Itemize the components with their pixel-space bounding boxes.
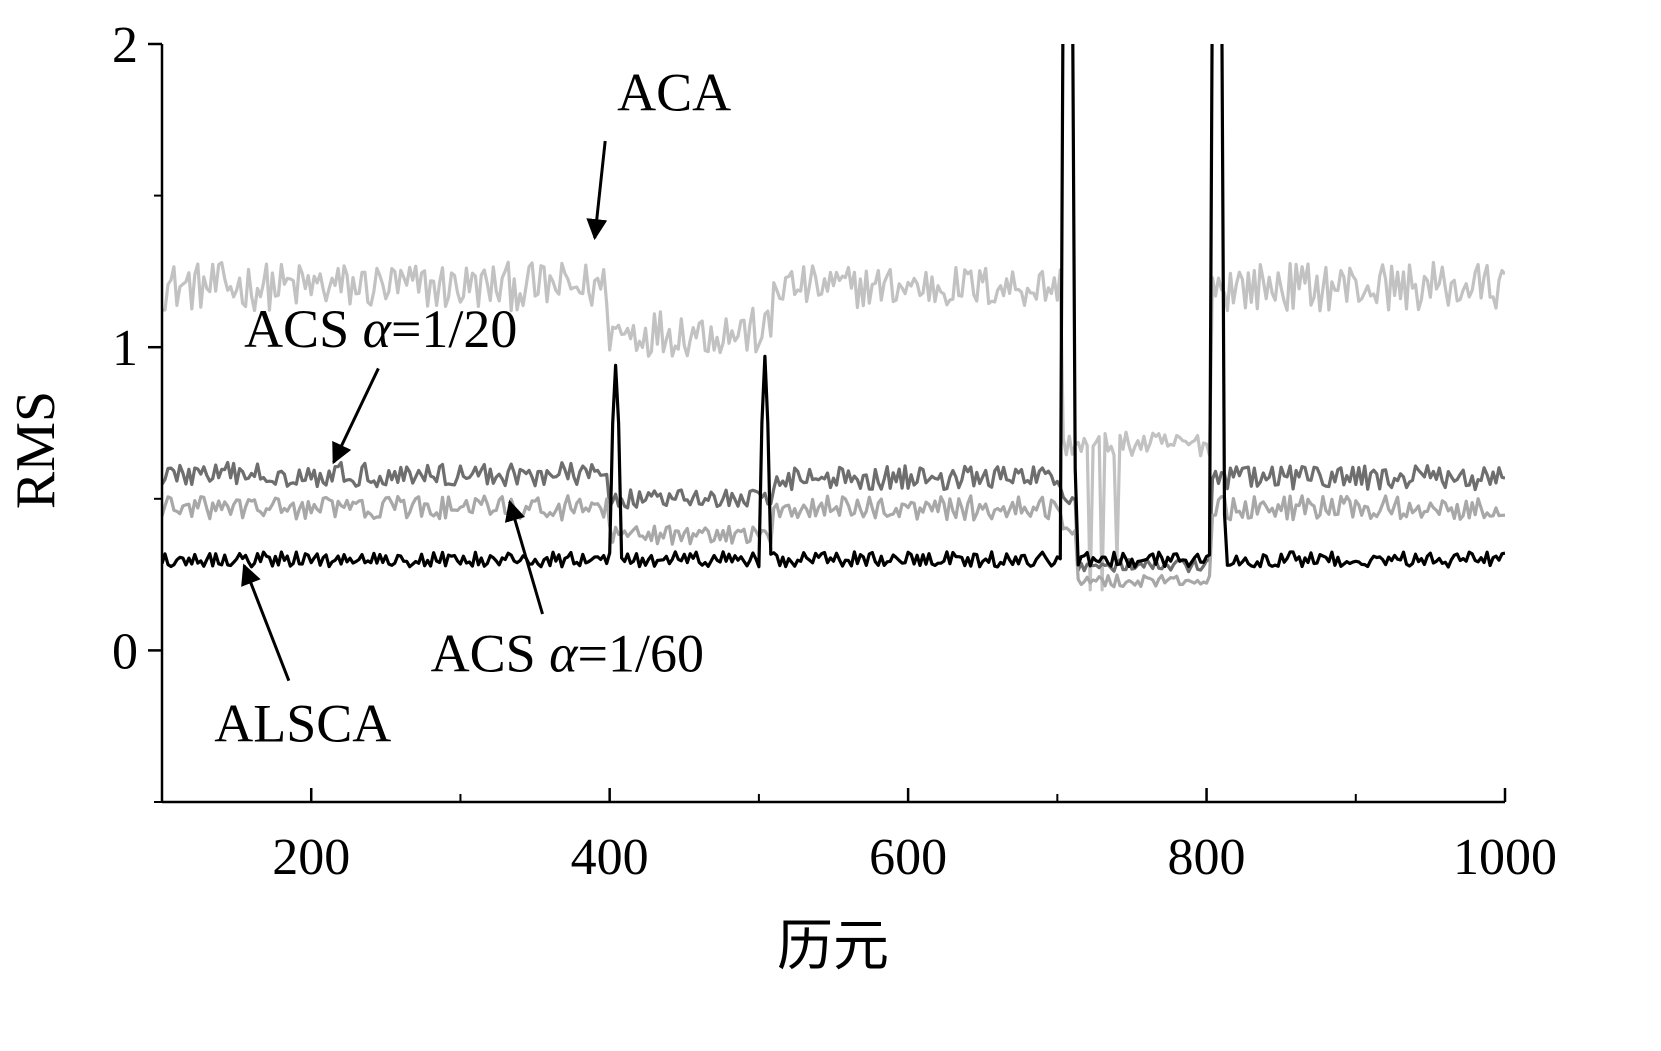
annotation-arrow-aca: [586, 140, 608, 241]
annotation-alsca: ALSCA: [214, 693, 391, 753]
y-tick-label: 1: [112, 320, 138, 377]
y-tick-label: 0: [112, 623, 138, 680]
x-axis-title: 历元: [777, 916, 889, 978]
x-tick-label: 600: [869, 829, 947, 886]
x-tick-label: 200: [272, 829, 350, 886]
annotation-arrow-acs_1_20: [332, 367, 380, 465]
series-line-alsca: [162, 44, 1505, 569]
series-line-acs_1_20: [162, 460, 1505, 574]
x-tick-label: 800: [1168, 829, 1246, 886]
axes-layer: 200 400 600 800 1000 0 1 2: [112, 17, 1557, 886]
series-layer: [162, 44, 1505, 592]
annotation-arrow-acs_1_60: [504, 499, 544, 615]
series-line-acs_1_60: [162, 494, 1505, 589]
annotation-acs_1_20: ACS α=1/20: [244, 299, 517, 359]
annotation-aca: ACA: [617, 63, 731, 123]
annotation-acs_1_60: ACS α=1/60: [431, 624, 704, 684]
series-line-aca: [162, 260, 1505, 592]
annotation-arrow-alsca: [241, 563, 291, 682]
y-tick-label: 2: [112, 17, 138, 74]
x-tick-label: 1000: [1453, 829, 1557, 886]
x-tick-label: 400: [571, 829, 649, 886]
annotation-layer: ACA ACS α=1/20 ACS α=1/60 ALSCA: [214, 63, 731, 754]
y-axis-title: RMS: [5, 391, 67, 509]
